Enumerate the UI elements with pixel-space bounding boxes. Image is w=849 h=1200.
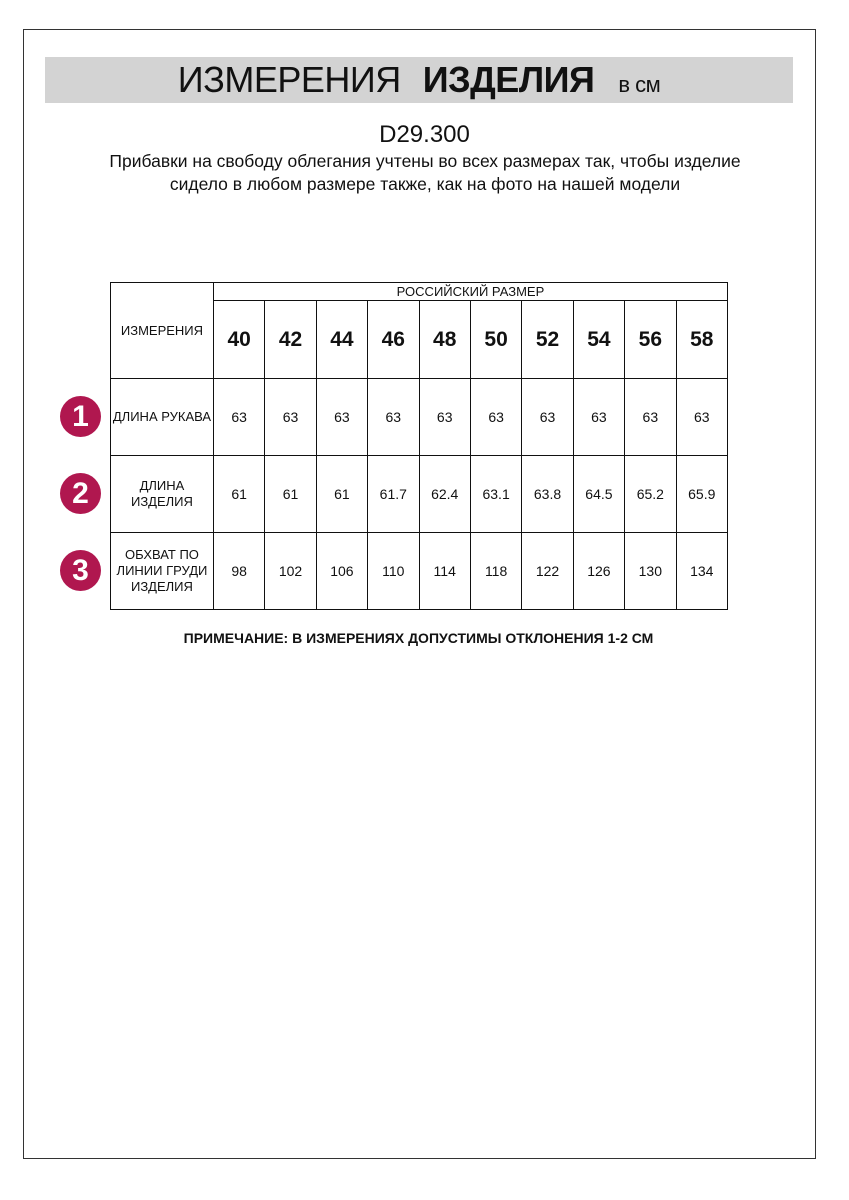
value-cell: 114 [418, 532, 471, 610]
row-label: ОБХВАТ ПО ЛИНИИ ГРУДИ ИЗДЕЛИЯ [110, 532, 214, 610]
value-cell: 130 [624, 532, 677, 610]
value-cell: 63 [572, 378, 626, 456]
value-cell: 63 [212, 378, 266, 456]
value-cell: 65.2 [624, 455, 677, 533]
title-part2: ИЗДЕЛИЯ [422, 59, 595, 100]
size-header-cell: 40 [212, 300, 266, 379]
table-row: ДЛИНА РУКАВА 63 63 63 63 63 63 63 63 63 63 [110, 378, 729, 456]
value-cell: 63 [521, 378, 574, 456]
measure-header: ИЗМЕРЕНИЯ [110, 282, 214, 379]
value-cell: 102 [264, 532, 317, 610]
value-cell: 126 [572, 532, 626, 610]
row-number-badge: 3 [60, 550, 101, 591]
value-cell: 63 [675, 378, 729, 456]
value-cell: 63 [469, 378, 523, 456]
row-number-badge: 2 [60, 473, 101, 514]
row-label: ДЛИНА РУКАВА [110, 378, 214, 456]
value-cell: 63.1 [469, 455, 523, 533]
value-cell: 134 [675, 532, 729, 610]
size-header-cell: 46 [367, 300, 420, 379]
table-row: ОБХВАТ ПО ЛИНИИ ГРУДИ ИЗДЕЛИЯ 98 102 106 110… [110, 532, 729, 610]
size-header-cell: 48 [418, 300, 471, 379]
value-cell: 62.4 [418, 455, 471, 533]
value-cell: 61 [212, 455, 266, 533]
row-label: ДЛИНА ИЗДЕЛИЯ [110, 455, 214, 533]
value-cell: 63 [418, 378, 471, 456]
size-header-cell: 52 [521, 300, 574, 379]
table-row: ДЛИНА ИЗДЕЛИЯ 61 61 61 61.7 62.4 63.1 63.8 64.5 6… [110, 455, 729, 533]
size-header: РОССИЙСКИЙ РАЗМЕР [212, 282, 729, 301]
value-cell: 64.5 [572, 455, 626, 533]
value-cell: 61.7 [367, 455, 420, 533]
value-cell: 63 [367, 378, 420, 456]
title-banner: ИЗМЕРЕНИЯ ИЗДЕЛИЯ в см [45, 57, 793, 103]
title-part1: ИЗМЕРЕНИЯ [177, 59, 402, 100]
value-cell: 106 [315, 532, 369, 610]
value-cell: 122 [521, 532, 574, 610]
size-header-cell: 58 [675, 300, 729, 379]
size-header-cell: 44 [315, 300, 369, 379]
value-cell: 63.8 [521, 455, 574, 533]
size-header-cell: 56 [624, 300, 677, 379]
row-number-badge: 1 [60, 396, 101, 437]
title-unit: в см [618, 72, 661, 97]
size-table: ИЗМЕРЕНИЯ РОССИЙСКИЙ РАЗМЕР 40 42 44 46 48 50… [110, 282, 729, 610]
note: ПРИМЕЧАНИЕ: В ИЗМЕРЕНИЯХ ДОПУСТИМЫ ОТКЛО… [183, 630, 654, 646]
page-frame [23, 29, 816, 1159]
value-cell: 63 [264, 378, 317, 456]
value-cell: 110 [367, 532, 420, 610]
product-code: D29.300 [379, 121, 470, 148]
value-cell: 63 [624, 378, 677, 456]
size-header-cell: 42 [264, 300, 317, 379]
value-cell: 118 [469, 532, 523, 610]
value-cell: 63 [315, 378, 369, 456]
description: Прибавки на свободу облегания учтены во … [109, 151, 741, 194]
value-cell: 98 [212, 532, 266, 610]
value-cell: 61 [264, 455, 317, 533]
size-header-cell: 54 [572, 300, 626, 379]
value-cell: 61 [315, 455, 369, 533]
size-header-cell: 50 [469, 300, 523, 379]
value-cell: 65.9 [675, 455, 729, 533]
